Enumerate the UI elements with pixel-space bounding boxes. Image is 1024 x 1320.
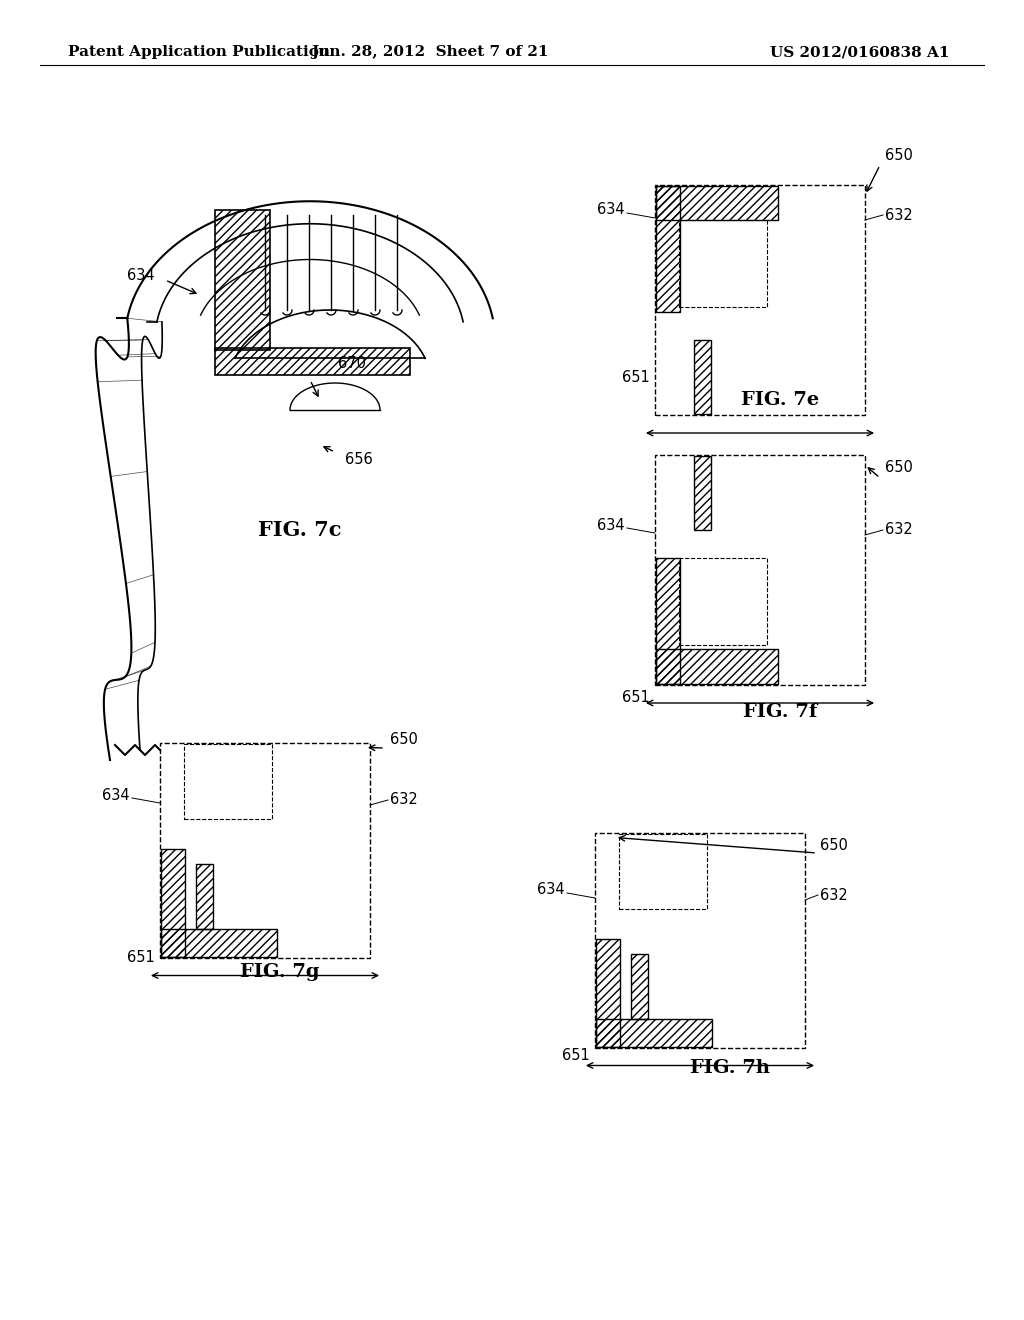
Text: 651: 651 [127,950,155,965]
Text: 632: 632 [885,207,912,223]
Bar [161,849,185,957]
Text: FIG. 7h: FIG. 7h [690,1059,770,1077]
Text: 650: 650 [885,461,912,475]
Bar [631,954,648,1019]
Bar [655,455,865,685]
Bar [656,649,778,684]
Text: 632: 632 [390,792,418,808]
Bar [694,341,711,414]
Text: 650: 650 [820,837,848,853]
Bar [656,557,680,684]
Text: 632: 632 [820,887,848,903]
Text: 634: 634 [597,202,625,218]
Bar [655,185,865,414]
Text: 634: 634 [102,788,130,803]
Bar [596,939,620,1047]
Bar [196,865,213,928]
Text: FIG. 7f: FIG. 7f [742,704,817,721]
Bar [679,220,767,308]
Text: 656: 656 [345,453,373,467]
Text: 651: 651 [623,690,650,705]
Text: Jun. 28, 2012  Sheet 7 of 21: Jun. 28, 2012 Sheet 7 of 21 [311,45,549,59]
Text: 634: 634 [538,883,565,898]
Bar [161,928,276,957]
Text: FIG. 7c: FIG. 7c [258,520,342,540]
Text: 650: 650 [390,733,418,747]
Bar [656,186,680,312]
Bar [618,833,708,908]
Bar [694,455,711,529]
Text: 651: 651 [562,1048,590,1063]
Text: FIG. 7e: FIG. 7e [741,391,819,409]
Text: 670: 670 [338,355,366,371]
Text: 634: 634 [127,268,155,282]
Bar [656,186,778,220]
Text: 651: 651 [623,371,650,385]
Text: 634: 634 [597,517,625,532]
Bar [184,743,272,818]
Bar [596,1019,712,1047]
Bar [160,742,370,957]
Text: 632: 632 [885,523,912,537]
Text: Patent Application Publication: Patent Application Publication [68,45,330,59]
Text: 650: 650 [885,148,912,162]
Text: US 2012/0160838 A1: US 2012/0160838 A1 [770,45,950,59]
Bar [679,557,767,645]
Text: FIG. 7g: FIG. 7g [241,964,319,981]
Bar [595,833,805,1048]
